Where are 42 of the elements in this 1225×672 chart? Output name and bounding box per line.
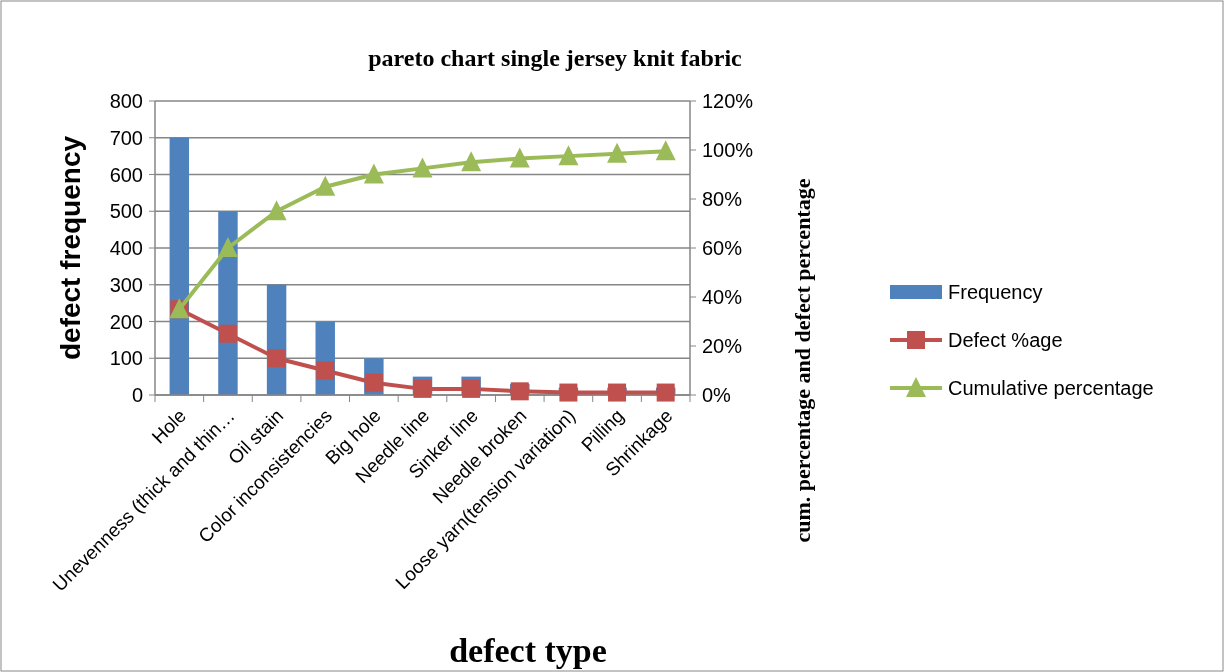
point: [656, 383, 675, 402]
point: [509, 147, 530, 168]
y-tick-label: 700: [109, 126, 143, 149]
y2-tick-label: 120%: [702, 90, 754, 112]
y2-tick-label: 100%: [702, 139, 754, 161]
y-tick-label: 200: [109, 310, 143, 333]
y-tick-label: 500: [109, 200, 143, 223]
y-tick-label: 300: [109, 273, 143, 296]
x-tick-label: Hole: [147, 404, 191, 448]
y2-tick-label: 80%: [702, 188, 743, 210]
point: [412, 157, 433, 178]
point: [315, 175, 336, 196]
point: [363, 163, 384, 184]
y-tick-label: 400: [109, 237, 143, 259]
x-axis-title: defect type: [449, 632, 607, 669]
y-tick-label: 0: [131, 384, 143, 406]
y2-axis-title: cum. percentage and defect percentage: [790, 178, 815, 543]
point: [217, 237, 238, 257]
point: [607, 142, 628, 163]
point: [461, 151, 482, 172]
chart-title: pareto chart single jersey knit fabric: [368, 45, 743, 71]
point: [267, 349, 286, 368]
y-axis-title: defect frequency: [55, 135, 86, 361]
legend-label: Defect %age: [948, 329, 1063, 351]
point: [559, 383, 578, 402]
y-tick-label: 600: [109, 163, 143, 186]
legend-label: Cumulative percentage: [948, 377, 1154, 399]
point: [218, 324, 237, 343]
point: [266, 200, 287, 221]
legend-label: Frequency: [948, 281, 1043, 303]
y2-tick-label: 60%: [702, 237, 743, 259]
point: [558, 145, 579, 166]
y2-tick-label: 0%: [702, 384, 732, 406]
point: [316, 361, 335, 380]
point: [608, 383, 627, 402]
y-tick-label: 800: [109, 90, 143, 112]
y2-tick-label: 20%: [702, 335, 743, 357]
point: [510, 382, 529, 401]
y2-tick-label: 40%: [702, 286, 743, 308]
point: [655, 140, 676, 161]
y-tick-label: 100: [109, 347, 143, 370]
bar: [169, 137, 190, 395]
